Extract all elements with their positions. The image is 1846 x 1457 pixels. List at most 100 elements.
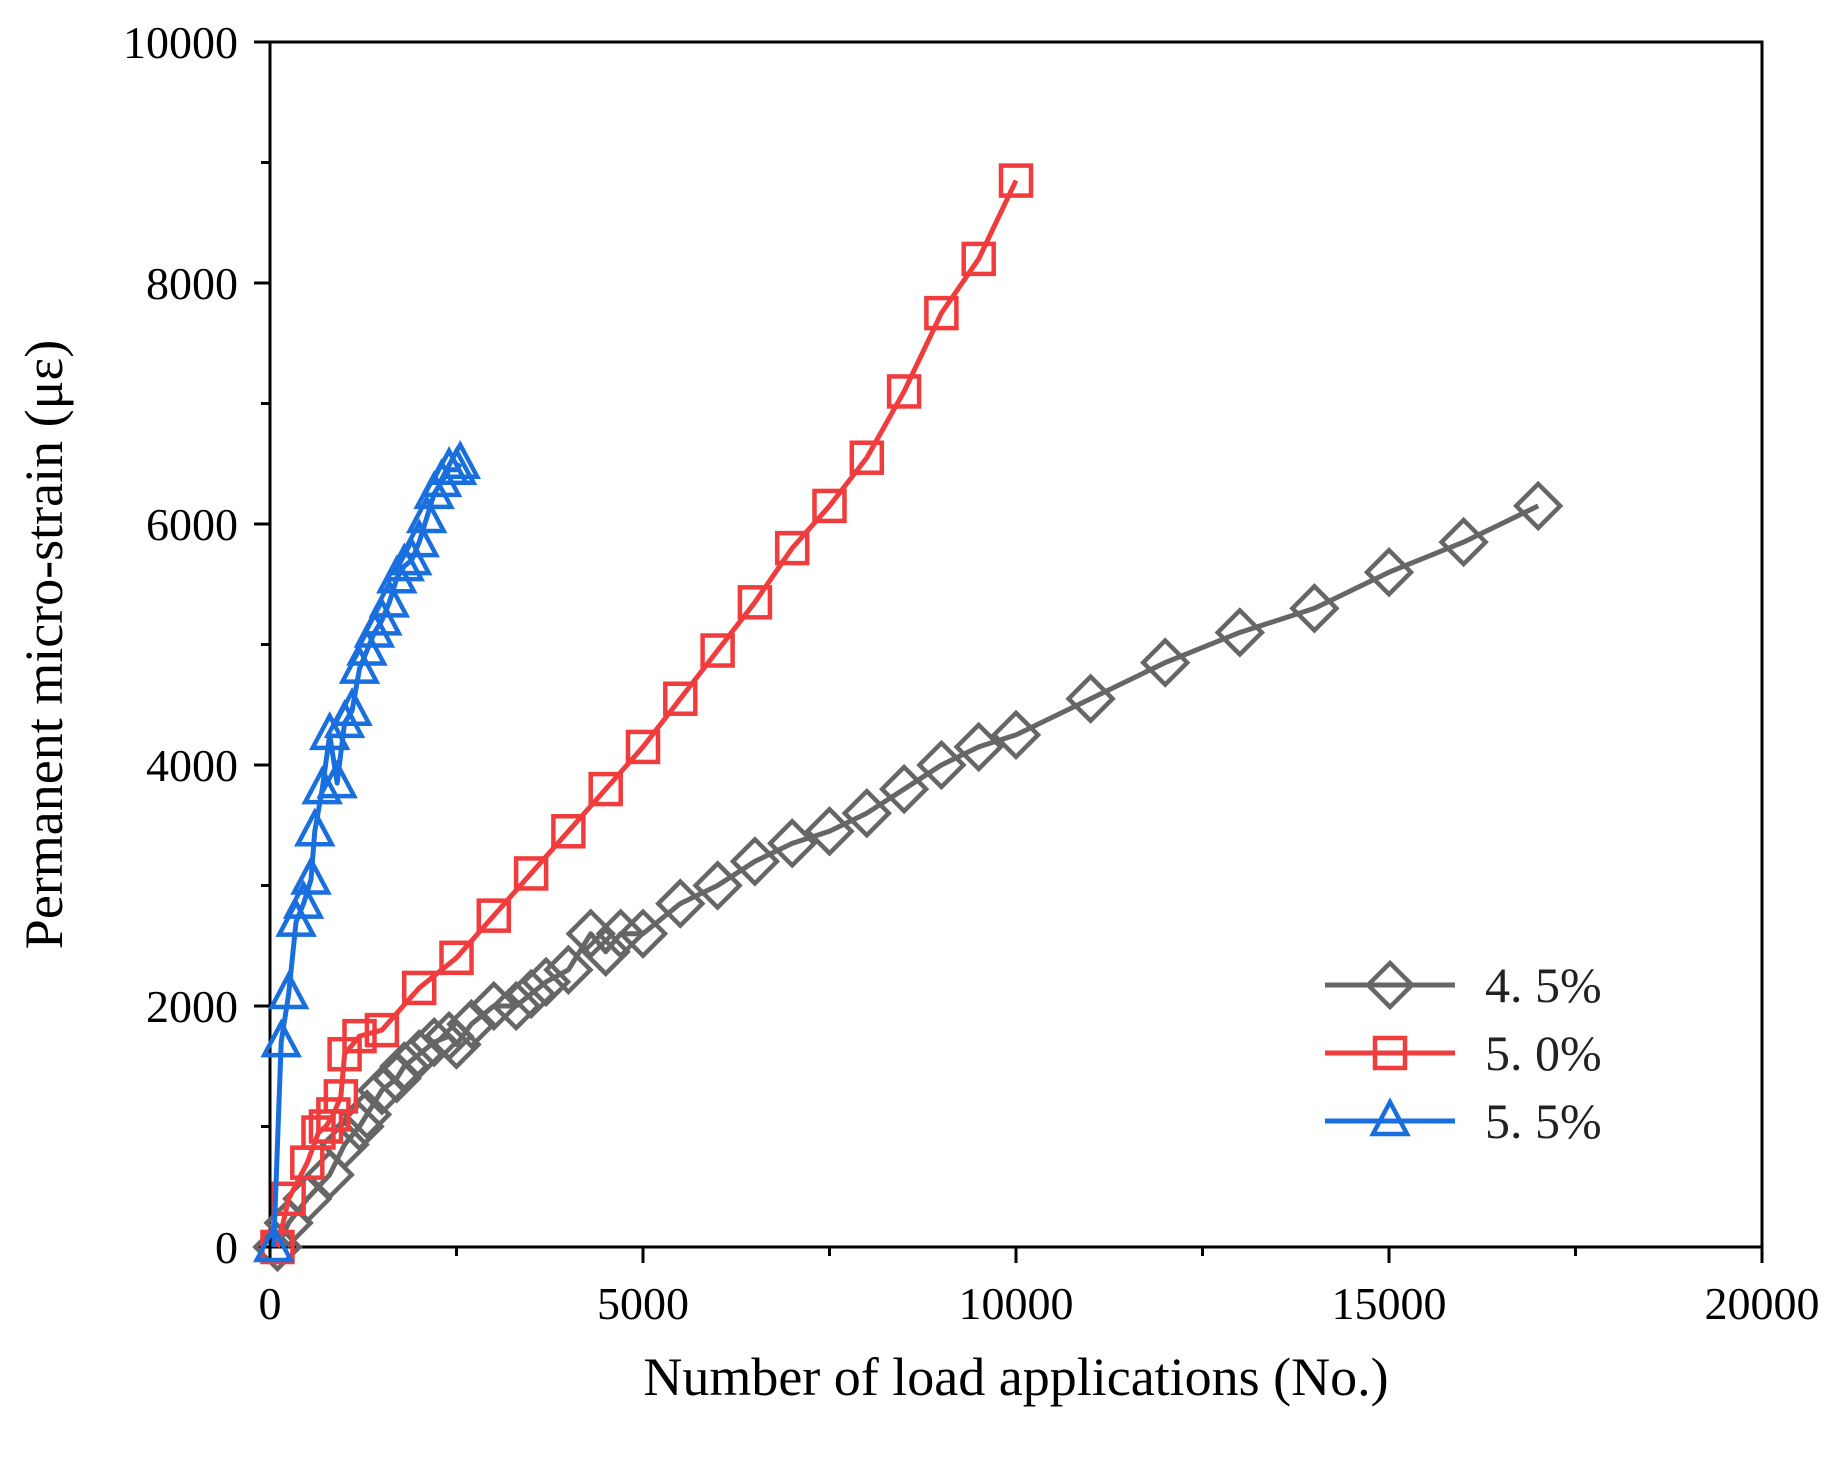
data-point-square [1372,1035,1408,1071]
legend-label: 4. 5% [1485,957,1602,1013]
data-point-diamond [1214,607,1265,658]
data-point-diamond [692,860,743,911]
data-point-diamond [468,980,519,1032]
data-point-diamond [520,956,572,1008]
data-point-square [774,530,810,566]
data-point-diamond [1140,637,1191,688]
data-point-diamond [505,968,557,1020]
data-point-square [476,898,512,933]
data-point-triangle [267,970,310,1010]
y-axis: 0 2000 4000 6000 8000 10000 [123,17,270,1273]
data-point-diamond [408,1016,460,1068]
y-tick-label: 2000 [146,981,238,1032]
legend-item: 5. 5% [1325,1093,1602,1149]
data-point-triangle [439,439,481,479]
data-point-square [700,633,735,668]
data-point-diamond [617,908,669,959]
data-point-diamond [580,926,631,977]
data-point-square [439,940,474,976]
data-point-diamond [334,1101,385,1152]
series-line [275,503,1540,1249]
data-point-diamond [1364,959,1416,1011]
data-point-diamond [595,908,646,959]
data-point-square [737,585,773,620]
data-point-diamond [490,980,542,1032]
y-tick-label: 6000 [146,499,238,550]
data-point-square [812,488,847,524]
data-point-triangle [1369,1097,1411,1137]
data-point-triangle [252,1223,295,1263]
x-tick-label: 15000 [1332,1278,1447,1329]
y-tick-label: 8000 [146,258,238,309]
data-point-triangle [301,765,343,805]
data-point-triangle [290,855,332,895]
data-point-square [663,681,698,716]
data-point-diamond [1513,480,1564,532]
legend-label: 5. 0% [1485,1025,1602,1081]
data-point-diamond [729,836,781,887]
data-point-square [588,771,623,807]
data-point-diamond [878,763,930,815]
legend: 4. 5% 5. 0% 5. 5% [1325,957,1602,1149]
data-point-triangle [398,518,440,558]
legend-item: 4. 5% [1325,957,1602,1013]
data-point-diamond [990,709,1042,761]
series-triangle [252,439,481,1263]
data-point-triangle [405,494,448,534]
data-point-square [625,729,661,765]
x-axis-title: Number of load applications (No.) [643,1347,1388,1407]
data-point-diamond [916,739,967,791]
x-tick-label: 5000 [597,1278,689,1329]
data-point-diamond [1363,547,1415,598]
data-point-square [998,163,1034,198]
x-tick-label: 20000 [1705,1278,1820,1329]
data-point-diamond [1289,583,1340,634]
y-axis-title: Permanent micro-strain (με) [14,340,74,949]
data-point-square [513,856,549,891]
data-point-diamond [341,1089,393,1140]
data-point-triangle [331,686,373,727]
data-point-square [961,241,996,277]
data-point-diamond [655,878,706,929]
data-point-square [364,1012,400,1048]
x-tick-label: 10000 [959,1278,1074,1329]
data-point-diamond [379,1041,430,1092]
data-point-triangle [282,879,325,919]
data-point-triangle [316,759,358,799]
data-point-diamond [953,721,1004,773]
x-axis: 0 5000 10000 15000 20000 [259,1247,1820,1329]
y-tick-label: 0 [215,1222,238,1273]
data-point-diamond [543,944,594,996]
x-tick-label: 0 [259,1278,282,1329]
data-point-diamond [804,806,855,857]
data-point-square [401,970,437,1006]
series-line [271,462,463,1248]
data-point-square [551,814,586,849]
data-point-triangle [308,711,351,751]
data-point-square [886,374,922,409]
data-point-diamond [1438,516,1489,568]
data-point-square [316,1097,351,1132]
data-point-triangle [260,1018,302,1058]
series-square [260,163,1034,1265]
legend-label: 5. 5% [1485,1093,1602,1149]
data-point-triangle [383,542,426,582]
y-tick-label: 10000 [123,17,238,68]
data-point-diamond [431,1019,482,1070]
series-layer [252,163,1564,1273]
data-point-square [924,295,959,331]
y-tick-label: 4000 [146,740,238,791]
data-point-diamond [446,998,497,1050]
data-point-square [323,1079,359,1114]
data-point-diamond [1065,673,1116,724]
data-point-triangle [294,807,336,847]
data-point-square [342,1018,377,1054]
legend-item: 5. 0% [1325,1025,1602,1081]
data-point-diamond [767,818,818,869]
series-diamond [252,480,1564,1273]
data-point-diamond [319,1119,370,1170]
data-point-square [849,440,885,475]
data-point-triangle [368,578,411,618]
data-point-diamond [841,788,892,839]
